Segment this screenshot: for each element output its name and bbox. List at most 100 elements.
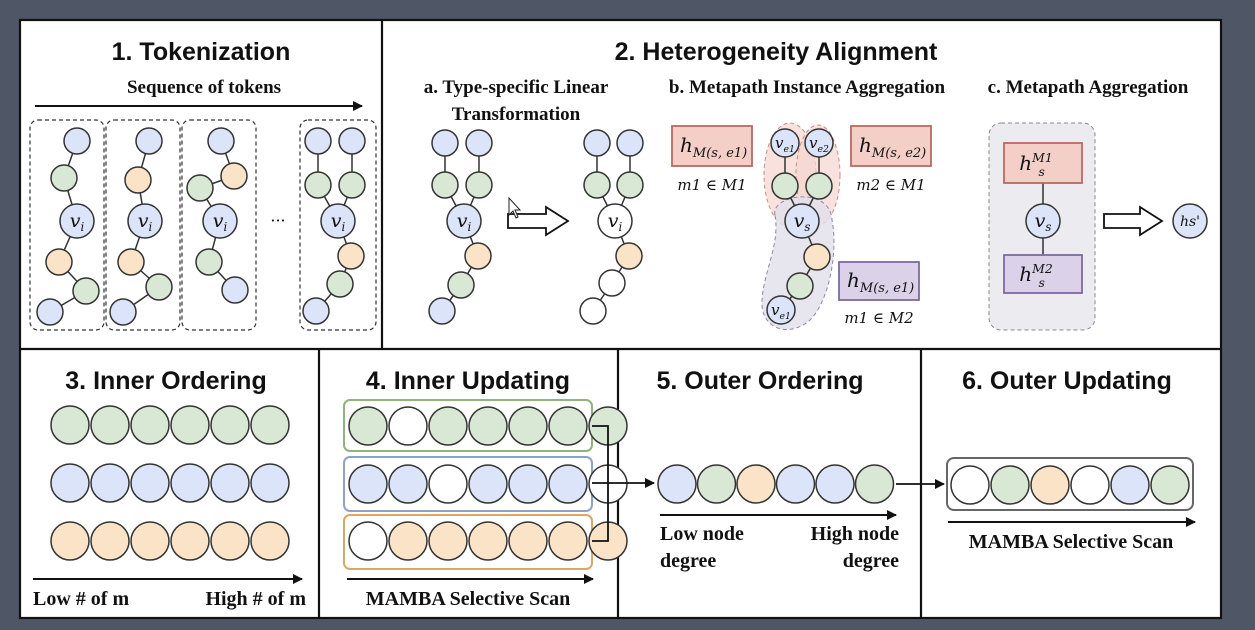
low-degree-label-1: Low node — [660, 523, 744, 545]
token-circle — [468, 464, 508, 504]
token-circle — [210, 521, 250, 561]
vi-label-main: v — [213, 210, 224, 232]
graph-node — [583, 129, 611, 157]
graph-node — [786, 272, 814, 300]
step-b-label: b. Metapath Instance Aggregation — [669, 77, 946, 98]
graph-node — [45, 248, 73, 276]
m1-in-M1-label: m1 ∈ M1 — [677, 176, 746, 194]
vi-label: vi — [70, 210, 85, 234]
token-circle — [90, 521, 130, 561]
low-degree-label-2: degree — [660, 550, 716, 572]
section-outer-updating: 6. Outer Updating MAMBA Selective Scan — [946, 367, 1196, 553]
type-specific-graph-before: vi — [428, 129, 493, 325]
token-circle — [428, 406, 468, 446]
token-circle — [130, 521, 170, 561]
token-boxes — [29, 119, 377, 331]
center-node — [320, 203, 356, 239]
token-circle — [50, 405, 90, 445]
graph-node — [579, 297, 607, 325]
token-circle — [50, 463, 90, 503]
token-circle — [170, 521, 210, 561]
ve1-label-top-main: v — [775, 134, 784, 152]
h-metapath-instance-1-box — [671, 125, 753, 167]
graph-node — [338, 171, 366, 199]
vi-label: vi — [608, 210, 623, 234]
token-circle — [990, 465, 1030, 505]
token-graph-3: vi — [186, 127, 249, 304]
vi-label-main: v — [331, 210, 342, 232]
token-circle — [428, 521, 468, 561]
graph-node — [583, 171, 611, 199]
graph-node — [465, 171, 493, 199]
graph-node — [124, 166, 152, 194]
vi-label: vi — [213, 210, 228, 234]
hs-M1-label-main: h — [1019, 151, 1032, 175]
h-metapath-instance-2-sub: M(s, e2) — [871, 146, 926, 161]
inner-updating-row-2 — [348, 464, 628, 504]
vs-aggregate-label-main: v — [1035, 210, 1046, 232]
high-degree-label-2: degree — [843, 550, 899, 572]
hs-M2-label-sub: s — [1038, 275, 1044, 290]
graph-node — [195, 248, 223, 276]
h-metapath-instance-3-text: hM(s, e1) — [847, 268, 914, 296]
token-circle — [468, 521, 508, 561]
token-circle — [130, 463, 170, 503]
vi-label-main: v — [138, 210, 149, 232]
ve2-node — [804, 128, 834, 158]
graph-node — [135, 127, 163, 155]
token-box-4 — [299, 119, 377, 331]
token-circle — [736, 464, 776, 504]
hs-M1-box — [1003, 142, 1083, 184]
token-circle — [170, 405, 210, 445]
vs-label-main: v — [794, 210, 805, 232]
outer-ordering-sequence — [657, 464, 895, 504]
token-graph-2: vi — [109, 127, 173, 326]
graph-node — [50, 164, 78, 192]
ellipsis: ··· — [270, 211, 285, 230]
aggregation-arrow — [1103, 205, 1164, 237]
token-circle — [775, 464, 816, 504]
graph-node — [72, 277, 100, 305]
token-box-1 — [29, 119, 105, 331]
token-circle — [548, 406, 588, 446]
vi-label: vi — [331, 210, 346, 234]
ve2-label: ve2 — [809, 134, 829, 155]
h-metapath-instance-3: hM(s, e1) — [838, 261, 920, 301]
graph-node — [302, 297, 330, 325]
section-outer-ordering: 5. Outer Ordering Low node degree High n… — [657, 367, 945, 572]
vi-label-main: v — [608, 210, 619, 232]
token-circle — [548, 521, 588, 561]
outer-updating-title: 6. Outer Updating — [962, 367, 1172, 395]
hs-M2-label: hM2 s — [1019, 261, 1053, 290]
vs-aggregate-label: vs — [1035, 210, 1052, 234]
outer-ordering-title: 5. Outer Ordering — [657, 367, 864, 395]
h-metapath-instance-1-main: h — [680, 133, 693, 157]
token-circle — [548, 464, 588, 504]
ve1-label-bottom-sub: e1 — [780, 311, 791, 322]
token-circle — [348, 406, 388, 446]
graph-node — [207, 127, 235, 155]
graph-node — [326, 270, 354, 298]
graph-node — [771, 172, 799, 200]
vi-label-sub: i — [467, 220, 471, 234]
graph-node — [447, 271, 475, 299]
graph-node — [304, 127, 332, 155]
token-circle — [1150, 465, 1190, 505]
ve1-label-top: ve1 — [775, 134, 795, 155]
graph-node — [63, 127, 91, 155]
tokenization-title: 1. Tokenization — [112, 38, 291, 66]
vs-node — [784, 203, 820, 239]
inner-ordering-row-1 — [50, 405, 290, 445]
h-metapath-instance-3-main: h — [847, 268, 860, 292]
h-metapath-instance-3-box — [838, 261, 920, 301]
step-c-label: c. Metapath Aggregation — [988, 77, 1189, 98]
token-circle — [348, 521, 388, 561]
section-heterogeneity-alignment: 2. Heterogeneity Alignment a. Type-speci… — [424, 38, 1208, 331]
outer-updating-row — [950, 465, 1190, 505]
outer-seq-box — [946, 457, 1194, 511]
token-circle — [210, 405, 250, 445]
step-a-label-line2: Transformation — [452, 104, 581, 125]
